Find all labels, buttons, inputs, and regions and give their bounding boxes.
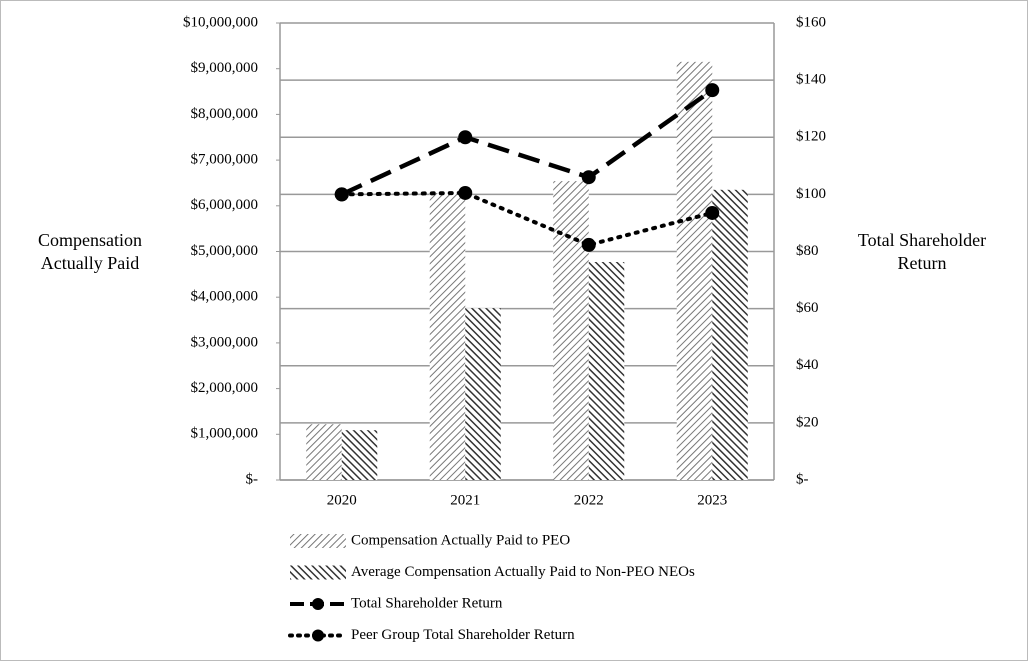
y-tick-label: $1,000,000 <box>191 426 259 442</box>
line-marker <box>458 185 473 200</box>
y-tick-label: $10,000,000 <box>183 14 258 30</box>
bar <box>676 61 713 480</box>
legend-label: Compensation Actually Paid to PEO <box>351 532 570 548</box>
line-marker <box>705 205 720 220</box>
y-tick-label: $7,000,000 <box>191 152 259 168</box>
legend-label: Total Shareholder Return <box>351 595 503 611</box>
legend-marker <box>312 629 324 642</box>
bar <box>341 430 378 480</box>
legend-label: Average Compensation Actually Paid to No… <box>351 564 695 580</box>
y-tick-label: $5,000,000 <box>191 243 259 259</box>
y-tick-label: $3,000,000 <box>191 334 259 350</box>
y2-tick-label: $160 <box>796 14 826 30</box>
y-tick-label: $4,000,000 <box>191 289 259 305</box>
y2-tick-label: $120 <box>796 129 826 145</box>
legend-marker <box>312 598 324 610</box>
y-tick-label: $- <box>246 471 259 487</box>
line-marker <box>458 130 473 145</box>
legend-swatch <box>290 565 346 580</box>
x-tick-label: 2022 <box>574 492 604 508</box>
line <box>339 190 715 248</box>
bar <box>429 193 466 480</box>
y-tick-label: $8,000,000 <box>191 106 259 122</box>
bar <box>588 262 625 480</box>
x-tick-label: 2021 <box>450 492 480 508</box>
x-tick-label: 2020 <box>327 492 357 508</box>
y2-tick-label: $- <box>796 471 809 487</box>
legend-swatch <box>290 534 346 548</box>
x-tick-label: 2023 <box>697 492 727 508</box>
bar <box>306 424 342 480</box>
y2-tick-label: $40 <box>796 357 819 373</box>
line <box>340 88 714 197</box>
y2-tick-label: $100 <box>796 186 826 202</box>
line-marker <box>581 237 596 252</box>
bar <box>553 181 589 480</box>
y2-tick-label: $20 <box>796 414 819 430</box>
line-marker <box>334 187 349 202</box>
y-tick-label: $9,000,000 <box>191 60 259 76</box>
y2-tick-label: $80 <box>796 243 819 259</box>
y-axis-title: Compensation Actually Paid <box>38 230 142 273</box>
y2-tick-label: $60 <box>796 300 819 316</box>
y2-tick-label: $140 <box>796 72 826 88</box>
y2-axis-title: Total Shareholder Return <box>857 230 987 273</box>
y-tick-label: $2,000,000 <box>191 380 259 396</box>
line-marker <box>581 170 596 185</box>
y-tick-label: $6,000,000 <box>191 197 259 213</box>
line-marker <box>705 83 720 98</box>
bar <box>712 189 748 480</box>
legend-label: Peer Group Total Shareholder Return <box>351 627 575 643</box>
bar <box>465 308 501 480</box>
